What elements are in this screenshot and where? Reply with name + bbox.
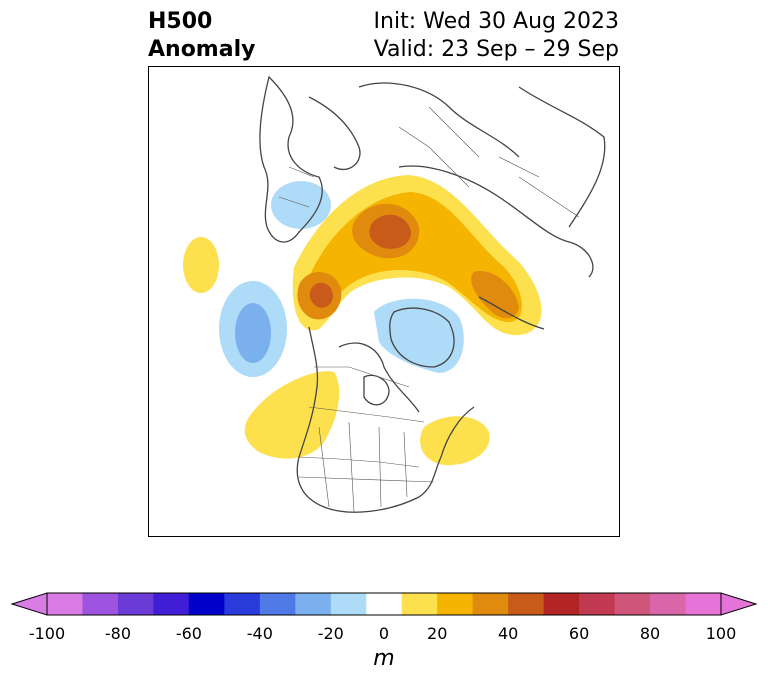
- pacific-trough-inner: [235, 303, 271, 363]
- colorbar-segment: [117, 593, 154, 615]
- colorbar-tick-label: 80: [639, 624, 661, 643]
- title-variable: H500: [148, 9, 213, 34]
- colorbar-tick-label: 100: [705, 624, 737, 643]
- title-left: H500 Anomaly: [148, 8, 255, 64]
- colorbar-segment: [614, 593, 651, 615]
- colorbar-segment: [188, 593, 225, 615]
- greenland-trough: [374, 298, 464, 373]
- anomaly-fill: [183, 175, 542, 466]
- colorbar-tick-label: 40: [497, 624, 519, 643]
- colorbar-units: m: [373, 646, 395, 671]
- coastlines: [259, 75, 606, 513]
- colorbar-segment: [330, 593, 367, 615]
- colorbar-tick-label: 60: [568, 624, 590, 643]
- colorbar-tick-label: 20: [427, 624, 448, 643]
- colorbar-segment: [543, 593, 580, 615]
- init-date: Init: Wed 30 Aug 2023: [373, 9, 619, 34]
- scandinavia-trough: [271, 181, 331, 229]
- colorbar-tick-label: -20: [317, 624, 344, 643]
- colorbar-segment: [295, 593, 332, 615]
- main-ridge-50a: [369, 214, 411, 249]
- borders: [278, 106, 580, 513]
- colorbar-extend-low: [10, 592, 48, 616]
- colorbar-extend-high: [720, 592, 758, 616]
- title-right: Init: Wed 30 Aug 2023 Valid: 23 Sep – 29…: [374, 8, 619, 64]
- west-us-ridge: [244, 371, 340, 459]
- colorbar-segment: [401, 593, 438, 615]
- colorbar-segment: [685, 593, 722, 615]
- colorbar-outline: [46, 592, 722, 616]
- atlantic-ridge: [183, 237, 219, 293]
- colorbar-segment: [437, 593, 474, 615]
- colorbar-segment: [224, 593, 261, 615]
- colorbar: [10, 592, 758, 616]
- colorbar-segment: [579, 593, 616, 615]
- colorbar-segment: [82, 593, 119, 615]
- map-svg: [183, 75, 606, 513]
- colorbar-segment: [650, 593, 687, 615]
- colorbar-segments: [47, 593, 722, 615]
- colorbar-tick-label: -100: [28, 624, 66, 643]
- colorbar-tick-label: 0: [378, 624, 390, 643]
- colorbar-segment: [259, 593, 296, 615]
- main-ridge-40c: [471, 271, 519, 319]
- colorbar-segment: [472, 593, 509, 615]
- east-canada-ridge: [420, 416, 490, 466]
- colorbar-segment: [508, 593, 545, 615]
- colorbar-tick-label: -60: [175, 624, 202, 643]
- colorbar-segment: [47, 593, 83, 615]
- colorbar-segment: [366, 593, 403, 615]
- colorbar-segment: [153, 593, 190, 615]
- main-ridge-50b: [309, 282, 333, 308]
- colorbar-tick-label: -40: [246, 624, 273, 643]
- valid-range: Valid: 23 Sep – 29 Sep: [373, 37, 619, 62]
- map-panel: [148, 66, 620, 537]
- title-field: Anomaly: [148, 37, 256, 62]
- colorbar-tick-label: -80: [104, 624, 132, 643]
